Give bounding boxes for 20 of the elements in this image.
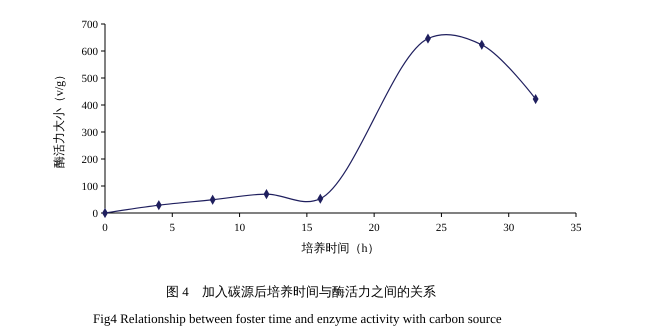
y-tick-label: 300: [82, 126, 98, 139]
y-tick-label: 100: [82, 180, 98, 193]
x-tick-label: 15: [301, 222, 313, 234]
y-tick-label: 0: [92, 208, 98, 220]
caption: 图 4 加入碳源后培养时间与酶活力之间的关系: [166, 284, 436, 299]
x-tick-label: 10: [234, 222, 246, 234]
y-tick-label: 600: [82, 46, 98, 58]
x-tick-label: 5: [170, 222, 176, 234]
y-tick-label: 700: [82, 18, 98, 31]
x-tick-label: 35: [570, 222, 582, 234]
y-tick-label: 200: [82, 154, 98, 166]
caption: Fig4 Relationship between foster time and enzyme activity with carbon source: [93, 311, 502, 326]
x-tick-label: 30: [503, 222, 515, 234]
x-tick-label: 0: [102, 222, 108, 234]
y-tick-label: 500: [82, 72, 98, 85]
y-tick-label: 400: [82, 100, 98, 112]
x-axis-title: 培养时间（h）: [300, 241, 380, 255]
y-axis-title: 酶活力大小（v/g）: [52, 68, 66, 168]
x-tick-label: 25: [436, 222, 448, 234]
x-tick-label: 20: [368, 222, 380, 234]
